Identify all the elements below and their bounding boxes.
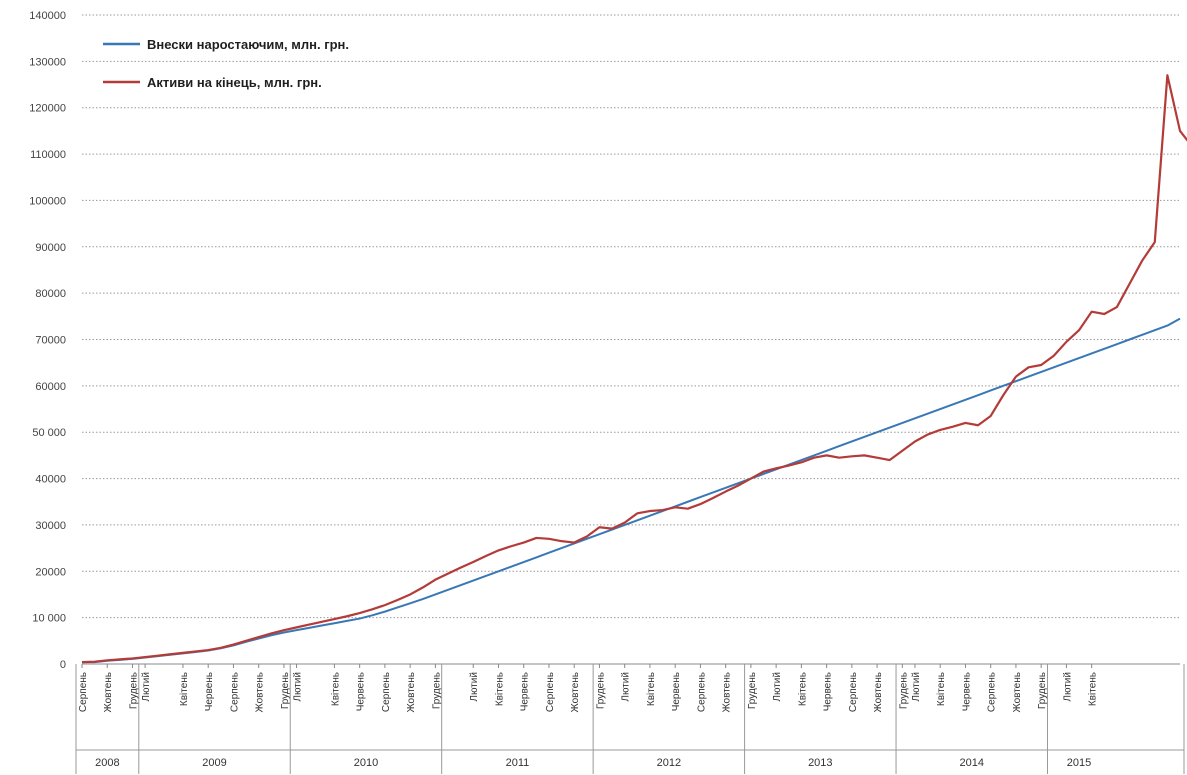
x-tick-label: Серпень — [987, 672, 998, 712]
x-tick-label: Лютий — [621, 672, 632, 702]
y-tick-label: 60000 — [35, 381, 66, 393]
x-tick-label: Лютий — [469, 672, 480, 702]
y-tick-label: 90000 — [35, 242, 66, 254]
legend-label-assets: Активи на кінець, млн. грн. — [147, 75, 322, 90]
x-tick-label: Квітень — [646, 672, 657, 706]
y-tick-label: 130000 — [29, 56, 66, 68]
x-tick-label: Квітень — [936, 672, 947, 706]
x-tick-label: Квітень — [330, 672, 341, 706]
year-label: 2011 — [506, 757, 530, 769]
x-tick-label: Грудень — [747, 672, 758, 709]
x-tick-label: Серпень — [78, 672, 89, 712]
x-tick-label: Серпень — [848, 672, 859, 712]
series-line-contributions — [82, 317, 1181, 664]
y-tick-label: 50 000 — [32, 427, 66, 439]
x-tick-label: Грудень — [280, 672, 291, 709]
year-label: 2014 — [960, 757, 984, 769]
x-tick-label: Жовтень — [255, 672, 266, 713]
x-tick-label: Квітень — [1088, 672, 1099, 706]
x-tick-label: Лютий — [141, 672, 152, 702]
y-tick-label: 0 — [60, 659, 66, 671]
y-tick-label: 140000 — [29, 10, 66, 22]
x-tick-label: Жовтень — [1012, 672, 1023, 713]
x-tick-label: Серпень — [545, 672, 556, 712]
x-tick-label: Серпень — [381, 672, 392, 712]
y-tick-label: 10 000 — [32, 613, 66, 625]
x-tick-label: Червень — [671, 672, 682, 711]
year-label: 2010 — [354, 757, 378, 769]
year-label: 2009 — [202, 757, 226, 769]
x-tick-label: Грудень — [898, 672, 909, 709]
x-tick-label: Лютий — [293, 672, 304, 702]
series-lines — [81, 74, 1187, 664]
y-tick-label: 110000 — [30, 149, 66, 161]
legend-label-contributions: Внески наростаючим, млн. грн. — [147, 37, 349, 52]
x-tick-label: Квітень — [494, 672, 505, 706]
x-tick-label: Червень — [823, 672, 834, 711]
x-tick-label: Квітень — [179, 672, 190, 706]
x-tick-label: Грудень — [595, 672, 606, 709]
gridlines — [82, 14, 1180, 619]
series-line-assets — [81, 74, 1187, 664]
y-tick-label: 80000 — [35, 288, 66, 300]
x-tick-label: Жовтень — [103, 672, 114, 713]
x-tick-label: Жовтень — [873, 672, 884, 713]
year-label: 2015 — [1067, 757, 1091, 769]
x-tick-label: Серпень — [696, 672, 707, 712]
x-tick-label: Грудень — [128, 672, 139, 709]
y-tick-label: 120000 — [29, 103, 66, 115]
y-axis: 0 10 000 20000 30000 40000 50 000 60000 70000 80… — [29, 10, 66, 671]
y-tick-label: 70000 — [35, 335, 66, 347]
x-tick-label: Червень — [961, 672, 972, 711]
y-tick-label: 100000 — [29, 195, 66, 207]
year-label: 2008 — [95, 757, 119, 769]
y-tick-label: 40000 — [35, 474, 66, 486]
year-label: 2013 — [808, 757, 832, 769]
x-tick-label: Лютий — [772, 672, 783, 702]
x-tick-label: Жовтень — [406, 672, 417, 713]
x-tick-label: Червень — [356, 672, 367, 711]
x-tick-label: Жовтень — [722, 672, 733, 713]
x-tick-label: Грудень — [1037, 672, 1048, 709]
x-tick-label: Грудень — [431, 672, 442, 709]
x-tick-label: Лютий — [1062, 672, 1073, 702]
x-tick-label: Лютий — [911, 672, 922, 702]
x-tick-label: Жовтень — [570, 672, 581, 713]
x-tick-label: Червень — [520, 672, 531, 711]
year-label: 2012 — [657, 757, 681, 769]
x-tick-label: Червень — [204, 672, 215, 711]
y-tick-label: 20000 — [35, 566, 66, 578]
legend: Внески наростаючим, млн. грн. Активи на … — [103, 37, 349, 90]
x-tick-label: Серпень — [229, 672, 240, 712]
y-tick-label: 30000 — [35, 520, 66, 532]
x-axis: Серпень Жовтень Грудень Лютий Квітень Червень… — [75, 663, 1185, 774]
x-tick-label: Квітень — [797, 672, 808, 706]
